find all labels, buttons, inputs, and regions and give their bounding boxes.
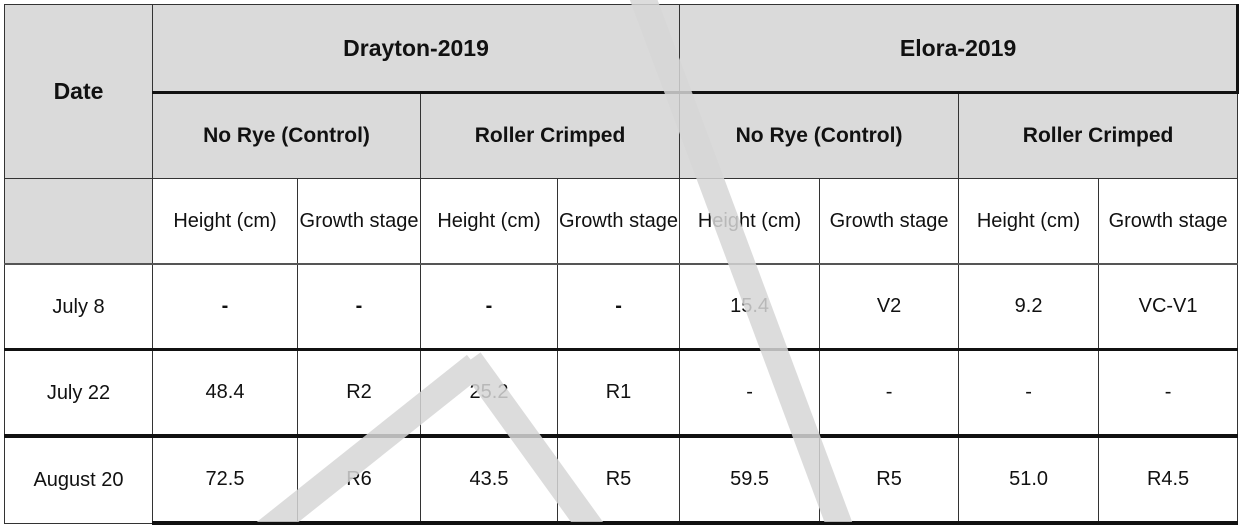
data-cell: 25.2 [420, 348, 558, 437]
data-cell: 51.0 [958, 434, 1100, 525]
data-cell: - [556, 263, 681, 350]
data-cell: 72.5 [152, 434, 298, 525]
date-cell: July 8 [4, 263, 153, 350]
column-header: Growth stage [556, 178, 681, 265]
column-header: Height (cm) [958, 178, 1100, 265]
treatment-header: No Rye (Control) [152, 92, 421, 179]
site-header-elora: Elora-2019 [679, 4, 1240, 94]
column-header: Height (cm) [152, 178, 298, 265]
column-header: Height (cm) [679, 178, 821, 265]
data-cell: VC-V1 [1098, 263, 1239, 350]
date-cell: August 20 [4, 434, 153, 524]
column-header: Growth stage [297, 178, 421, 265]
data-cell: R1 [556, 348, 681, 437]
data-cell: R6 [297, 434, 421, 525]
data-cell: 48.4 [152, 348, 298, 437]
data-cell: 43.5 [420, 434, 558, 525]
column-header: Growth stage [1098, 178, 1239, 265]
data-cell: - [420, 263, 558, 350]
table-row: July 22 48.4 R2 25.2 R1- - - - [4, 348, 1239, 437]
data-cell: 9.2 [958, 263, 1100, 350]
date-header-fill [4, 178, 153, 265]
data-cell: - [679, 348, 821, 437]
treatment-header: Roller Crimped [419, 92, 681, 179]
treatment-header: Roller Crimped [958, 92, 1239, 179]
data-cell: - [1098, 348, 1239, 437]
data-cell: R2 [297, 348, 421, 437]
column-header: Height (cm) [420, 178, 558, 265]
site-header-drayton: Drayton-2019 [151, 4, 681, 94]
data-cell: - [152, 263, 298, 350]
date-header: Date [4, 4, 153, 179]
data-cell: V2 [819, 263, 960, 350]
column-header: Growth stage [819, 178, 960, 265]
growth-table: Date Drayton-2019 Elora-2019 No Rye (Con… [4, 4, 1240, 525]
data-cell: 15.4 [679, 263, 821, 350]
date-cell: July 22 [4, 348, 153, 437]
data-cell: - [819, 348, 960, 437]
data-cell: R5 [819, 434, 960, 525]
table-row: August 20 72.5 R6 43.5 R5 59.5 R5 51.0 R4.5 [4, 434, 1239, 525]
data-cell: R4.5 [1098, 434, 1239, 525]
data-cell: R5 [556, 434, 681, 525]
data-cell: 59.5 [679, 434, 821, 525]
data-cell: - [958, 348, 1100, 437]
data-cell: - [297, 263, 421, 350]
treatment-header: No Rye (Control) [679, 92, 960, 179]
table-row: July 8- - - -15.4 V2 9.2 VC-V1 [4, 263, 1239, 350]
